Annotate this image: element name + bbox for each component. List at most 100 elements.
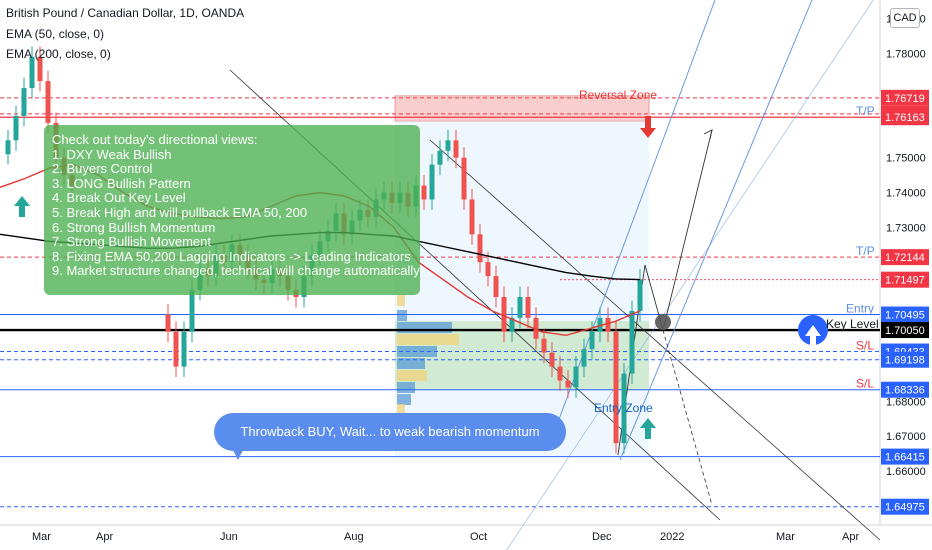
price-label-box [881, 306, 929, 323]
note-line: 7. Strong Bullish Movement [52, 234, 211, 250]
candle-body [29, 56, 35, 89]
candle-body [13, 115, 19, 141]
volume-profile-bar [397, 382, 415, 393]
price-label: 1.76163 [885, 112, 925, 124]
entry-up-arrow-icon [640, 418, 656, 439]
price-label: 1.71497 [885, 275, 925, 287]
price-label: 1.69198 [885, 355, 925, 367]
candle-body [613, 331, 619, 444]
x-tick-label: Aug [344, 531, 364, 543]
volume-profile-bar [397, 322, 452, 333]
volume-profile-bar [397, 310, 407, 321]
price-label: 1.76719 [885, 93, 925, 105]
x-tick-label: Apr [96, 531, 113, 543]
candle-body [165, 314, 171, 332]
candle-body [469, 199, 475, 235]
note-line: 2. Buyers Control [52, 161, 153, 177]
tp1-label: T/P [856, 104, 875, 118]
note-line: 9. Market structure changed, technical w… [52, 263, 420, 279]
candle-body [621, 373, 627, 444]
reversal-down-arrow-icon [640, 116, 656, 138]
price-label: 1.66415 [885, 452, 925, 464]
candle-body [637, 279, 643, 311]
price-label-box [881, 109, 929, 126]
volume-profile-bar [397, 404, 405, 415]
x-tick-label: Jun [220, 531, 238, 543]
note-line: 5. Break High and will pullback EMA 50, … [52, 204, 308, 220]
channel-outer [506, 0, 874, 550]
x-tick-label: Mar [776, 531, 795, 543]
candle-body [557, 366, 563, 381]
price-label-box [881, 89, 929, 106]
projection-box [395, 121, 649, 457]
projection-dashed [662, 329, 713, 506]
candle-body [429, 164, 435, 200]
candle-body [597, 317, 603, 332]
candle-body [541, 338, 547, 353]
candle-body [37, 56, 43, 82]
candle-body [21, 88, 27, 116]
note-line: 1. DXY Weak Bullish [52, 146, 172, 162]
price-label-box [881, 351, 929, 368]
note-line: 8. Fixing EMA 50,200 Lagging Indicators … [52, 248, 411, 264]
candle-body [453, 140, 459, 158]
candle-body [509, 317, 515, 332]
callout-bubble: Throwback BUY, Wait... to weak bearish m… [214, 413, 566, 477]
price-label: 1.70495 [885, 310, 925, 322]
tp2-label: T/P [856, 244, 875, 258]
x-tick-label: 2022 [660, 531, 684, 543]
volume-profile-bar [397, 295, 405, 306]
volume-profile-bar [397, 358, 425, 369]
candle-body [517, 296, 523, 318]
channel-right [619, 0, 813, 461]
candle-body [589, 331, 595, 350]
y-tick-label: 1.66000 [886, 466, 926, 478]
candle-body [485, 262, 491, 277]
price-label-box [881, 381, 929, 398]
price-label-box [881, 448, 929, 465]
y-tick-label: 1.75000 [886, 153, 926, 165]
candle-body [189, 290, 195, 332]
volume-profile-bar [397, 370, 427, 381]
price-label: 1.64975 [885, 502, 925, 514]
candle-body [5, 140, 11, 155]
ema50-legend[interactable]: EMA (50, close, 0) [6, 27, 105, 41]
note-line: Check out today's directional views: [52, 132, 258, 147]
candle-body [581, 349, 587, 367]
note-line: 4. Break Out Key Level [52, 190, 186, 206]
currency-button[interactable]: CAD [890, 8, 920, 28]
candle-body [493, 276, 499, 297]
up-arrow-icon [805, 325, 821, 347]
candle-body [605, 317, 611, 332]
candle-body [629, 310, 635, 374]
analysis-note: Check out today's directional views: 1. … [44, 125, 420, 295]
y-tick-label: 1.74000 [886, 188, 926, 200]
reversal-zone-label: Reversal Zone [579, 88, 657, 102]
price-label-box [881, 498, 929, 515]
entry-label: Entry [846, 302, 874, 316]
candle-body [573, 366, 579, 388]
price-label: 1.68336 [885, 385, 925, 397]
x-tick-label: Oct [470, 531, 487, 543]
candle-body [565, 380, 571, 388]
candle-body [445, 140, 451, 151]
ema200-legend[interactable]: EMA (200, close, 0) [6, 47, 111, 61]
volume-profile-bar [397, 334, 459, 345]
candle-body [477, 234, 483, 263]
x-tick-label: Mar [32, 531, 51, 543]
note-line: 3. LONG Bullish Pattern [52, 175, 191, 191]
key-level-label: Key Level [826, 317, 879, 331]
projection-arrowhead [703, 129, 713, 140]
candle-body [181, 331, 187, 367]
volume-profile-bar [397, 394, 411, 405]
x-tick-label: Apr [842, 531, 859, 543]
price-label-box [881, 249, 929, 266]
key-marker [655, 314, 671, 331]
y-tick-label: 1.68000 [886, 396, 926, 408]
x-tick-label: Dec [592, 531, 612, 543]
candle-body [437, 150, 443, 165]
candle-body [45, 81, 51, 123]
candle-body [549, 352, 555, 367]
